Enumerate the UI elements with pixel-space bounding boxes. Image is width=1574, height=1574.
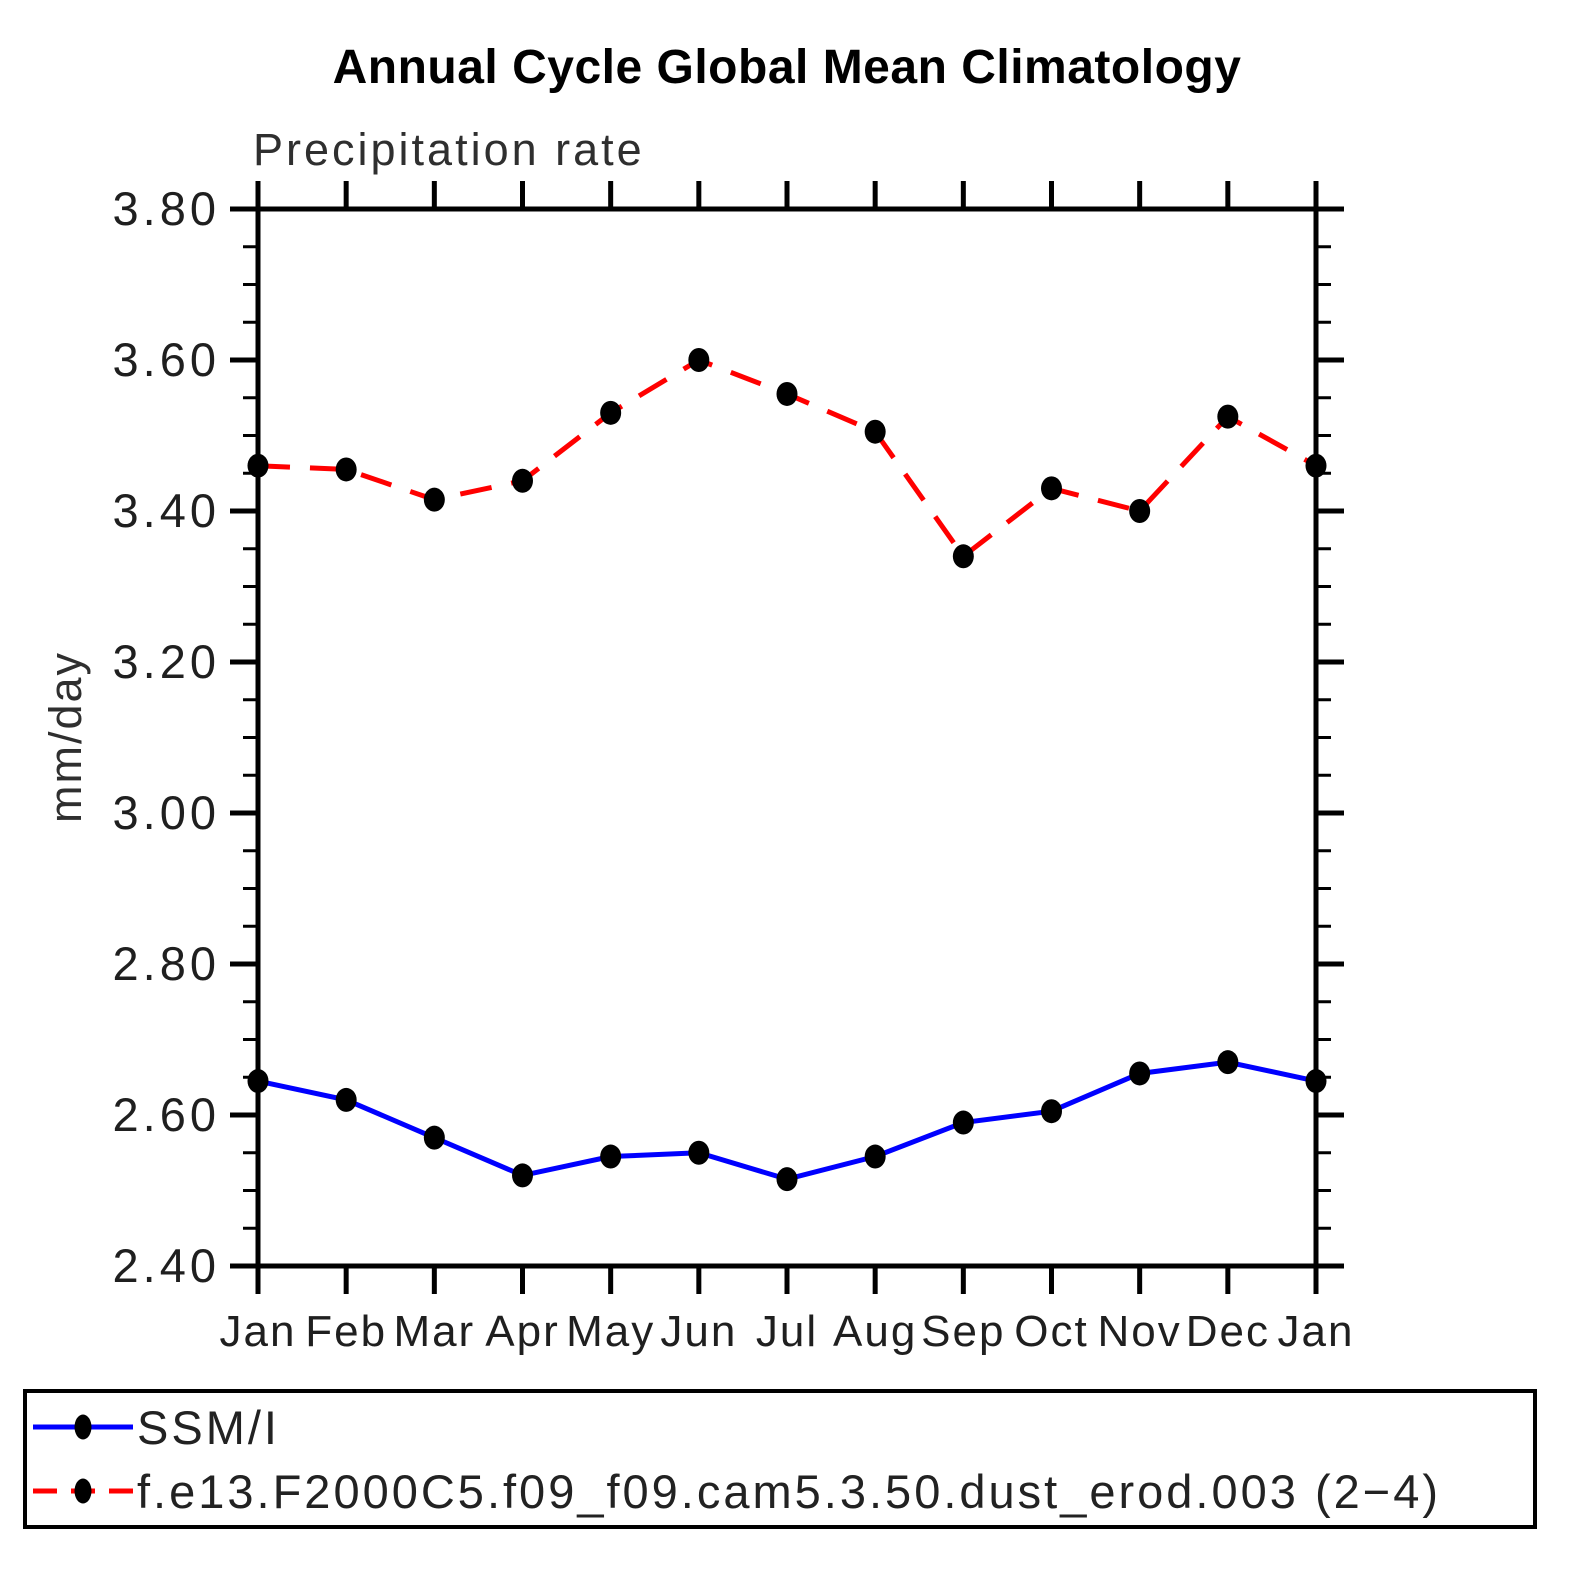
x-tick-label: Mar (393, 1307, 475, 1356)
chart-subtitle: Precipitation rate (253, 124, 645, 175)
data-point-marker (247, 1069, 269, 1094)
data-point-marker (864, 419, 886, 444)
x-axis: Jan Feb Mar Apr May Jun Jul Aug Sep Oct Nov Dec Jan (220, 181, 1355, 1356)
legend-box: SSM/I f.e13.F2000C5.f09_f09.cam5.3.50.du… (23, 1389, 1537, 1529)
data-point-marker (1217, 404, 1239, 429)
x-tick-label: Apr (485, 1307, 559, 1356)
data-point-marker (952, 544, 974, 569)
data-point-marker (600, 1144, 622, 1169)
data-point-marker (776, 381, 798, 406)
x-tick-label: Nov (1098, 1307, 1182, 1356)
y-tick-label: 3.20 (113, 635, 220, 688)
data-point-marker (1041, 1099, 1062, 1124)
series-1 (247, 348, 1327, 569)
data-point-marker (688, 1140, 710, 1165)
y-tick-label: 2.60 (113, 1088, 220, 1141)
y-axis: 2.40 2.60 2.80 3.00 3.20 3.40 3.60 3.80 (113, 182, 1344, 1292)
x-tick-label: Oct (1014, 1307, 1088, 1356)
data-point-marker (864, 1144, 886, 1169)
x-tick-label: Jul (756, 1307, 818, 1356)
data-point-marker (1217, 1050, 1239, 1075)
legend-swatch-dashed-line-dot-icon (33, 1478, 133, 1504)
x-tick-label: Feb (305, 1307, 387, 1356)
data-point-marker (1129, 499, 1151, 523)
data-point-marker (247, 453, 269, 478)
series-line (257, 1059, 1317, 1182)
x-tick-label: May (566, 1307, 655, 1356)
data-point-marker (1041, 476, 1062, 501)
y-tick-label: 2.80 (113, 937, 220, 990)
data-point-marker (1129, 1061, 1151, 1086)
data-point-marker (1305, 1069, 1327, 1094)
x-tick-label: Jan (220, 1307, 297, 1356)
data-point-marker (423, 1125, 445, 1150)
chart-title: Annual Cycle Global Mean Climatology (332, 41, 1242, 94)
series-0 (247, 1050, 1327, 1192)
y-tick-label: 3.60 (113, 333, 220, 386)
legend-item-ssmi: SSM/I (33, 1400, 280, 1454)
data-point-marker (335, 457, 357, 482)
y-tick-label: 2.40 (113, 1239, 220, 1292)
data-point-marker (423, 487, 445, 512)
data-point-marker (688, 348, 710, 372)
data-point-marker (335, 1087, 357, 1112)
data-point-marker (512, 1163, 533, 1188)
y-tick-label: 3.80 (113, 182, 220, 235)
legend-swatch-solid-line-dot-icon (33, 1414, 133, 1440)
data-point-marker (512, 468, 533, 493)
data-point-marker (952, 1110, 974, 1135)
data-point-marker (776, 1167, 798, 1192)
x-tick-label: Jan (1278, 1307, 1355, 1356)
y-tick-label: 3.00 (113, 786, 220, 839)
x-tick-label: Sep (921, 1307, 1005, 1356)
data-point-marker (1305, 453, 1327, 478)
legend-label-model: f.e13.F2000C5.f09_f09.cam5.3.50.dust_ero… (137, 1464, 1441, 1518)
y-tick-label: 3.40 (113, 484, 220, 537)
x-tick-label: Aug (833, 1307, 917, 1356)
plot-frame (255, 206, 1319, 1269)
x-tick-label: Jun (660, 1307, 737, 1356)
legend-label-ssmi: SSM/I (137, 1400, 280, 1454)
data-point-marker (600, 400, 622, 425)
x-tick-label: Dec (1186, 1307, 1270, 1356)
legend-item-model: f.e13.F2000C5.f09_f09.cam5.3.50.dust_ero… (33, 1464, 1441, 1518)
